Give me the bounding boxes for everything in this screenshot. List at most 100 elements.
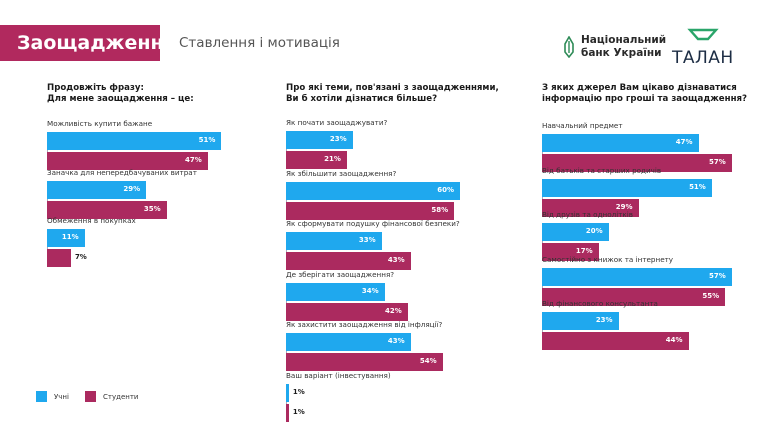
page-title: Заощадження [0, 25, 176, 61]
chart-1-category-label: Обмеження в покупках [47, 216, 136, 225]
chart-2-bar-pupils: 33% [286, 232, 382, 250]
chart-2-bar-students: 58% [286, 201, 455, 220]
chart-2-category-label: Як захистити заощадження від інфляції? [286, 320, 443, 329]
chart-2-axis-line [286, 282, 287, 321]
chart-2-bar-value-label: 43% [387, 256, 405, 264]
chart-1-bar-value-label: 51% [198, 136, 216, 144]
chart-2-bar-value-label: 23% [329, 135, 347, 143]
chart-2-bar-value-label: 54% [419, 357, 437, 365]
chart-2-bar-value-label: 43% [387, 337, 405, 345]
chart-2-bar-pupils: 1% [286, 383, 305, 402]
chart-3-bar-value-label: 44% [665, 336, 683, 344]
chart-3-axis-line [542, 267, 543, 306]
chart-1-bar-value-label: 47% [184, 156, 202, 164]
chart-2-bar-value-label: 42% [385, 306, 402, 315]
chart-3-category-label: Від батьків та старших родичів [542, 165, 662, 175]
chart-2-title: Про які теми, пов'язані з заощадженнями,… [286, 83, 499, 105]
chart-1-category-label: Можливість купити бажане [47, 119, 153, 128]
chart-3-title: З яких джерел Вам цікаво дізнаватися інфо… [542, 83, 747, 105]
chart-3-axis-line [542, 134, 543, 172]
chart-2-bar-value-label: 58% [431, 205, 449, 214]
legend-students-swatch [85, 391, 96, 402]
chart-2-title-line-1: Про які теми, пов'язані з заощадженнями, [286, 83, 499, 93]
chart-3-bar-students: 57% [542, 154, 732, 172]
chart-3-bar-value-label: 23% [595, 316, 613, 324]
chart-2-bar-students: 21% [286, 151, 347, 169]
chart-3-bar-value-label: 17% [575, 247, 593, 255]
chart-2-bar-value-label: 1% [292, 407, 305, 416]
talan-logo-icon [687, 28, 719, 41]
chart-2-bar-pupils: 43% [286, 333, 411, 351]
chart-2-bar-value-label: 1% [292, 387, 305, 396]
legend-students: Студенти [85, 391, 138, 402]
chart-1-bar-value-label: 29% [123, 184, 141, 193]
chart-3-bar-value-label: 57% [709, 271, 726, 280]
chart-3-category-label: Від фінансового консультанта [542, 299, 658, 308]
nbu-name-line2: банк України [581, 47, 662, 59]
chart-1-category-label: Заначка для непередбачуваних витрат [47, 167, 197, 177]
chart-3-bar-students: 55% [542, 287, 726, 306]
chart-1-bar-value-label: 11% [61, 233, 79, 241]
chart-1-bar-pupils: 29% [47, 180, 147, 199]
chart-2-category-label: Як почати заощаджувати? [286, 118, 388, 127]
chart-1-axis-line [47, 180, 48, 219]
chart-3-bar-students: 44% [542, 332, 689, 350]
chart-2-bar-students: 1% [286, 403, 305, 422]
chart-3-bar-students: 17% [542, 243, 599, 261]
nbu-logo: Національний банк України [562, 34, 666, 60]
chart-1-title-line-2: Для мене заощадження – це: [47, 94, 194, 104]
legend-students-label: Студенти [103, 392, 139, 401]
chart-2-axis-line [286, 232, 287, 270]
legend-pupils-label: Учні [54, 392, 69, 401]
chart-3-title-line-2: інформацію про гроші та заощадження? [542, 94, 748, 104]
chart-2-axis-line [286, 383, 287, 422]
chart-1-axis-line [47, 132, 48, 170]
chart-3-axis-line [542, 312, 543, 350]
chart-3-bar-value-label: 29% [615, 202, 633, 211]
chart-3-bar-pupils: 47% [542, 134, 699, 152]
chart-3-bar-value-label: 55% [702, 291, 720, 300]
chart-3-bar-value-label: 47% [675, 138, 693, 146]
chart-2-category-label: Як збільшити заощадження? [286, 168, 397, 178]
chart-2-category-label: Ваш варіант (інвестування) [286, 370, 391, 380]
chart-3-bar-value-label: 57% [709, 158, 726, 166]
chart-1-bar-value-label: 7% [74, 253, 87, 261]
chart-1-axis-line [47, 229, 48, 267]
chart-3-bar-pupils: 20% [542, 223, 609, 241]
chart-2-axis-line [286, 333, 287, 371]
chart-3-axis-line [542, 178, 543, 217]
chart-3-bar-pupils: 51% [542, 178, 712, 197]
nbu-name-line1: Національний [581, 34, 667, 46]
chart-1-bar-students: 47% [47, 152, 208, 170]
chart-2-bar-value-label: 33% [358, 236, 376, 244]
chart-1-bar-value-label: 35% [143, 204, 161, 213]
chart-2-title-line-2: Ви б хотіли дізнатися більше? [286, 94, 438, 104]
chart-2-axis-line [286, 131, 287, 169]
chart-2-category-label: Як сформувати подушку фінансової безпеки… [286, 219, 460, 228]
nbu-emblem-icon [564, 36, 574, 58]
chart-2-bar-value-label: 60% [437, 185, 454, 194]
chart-2-bar-pupils: 34% [286, 282, 385, 301]
chart-3-category-label: Навчальний предмет [542, 121, 623, 130]
chart-1-title: Продовжіть фразу: Для мене заощадження – … [47, 83, 194, 105]
chart-1-bar-students: 7% [47, 249, 87, 267]
chart-3-category-label: Самостійно з книжок та інтернету [542, 254, 674, 264]
chart-2-category-label: Де зберігати заощадження? [286, 269, 395, 279]
chart-1-bar-pupils: 11% [47, 229, 85, 247]
chart-3-category-label: Від друзів та однолітків [542, 210, 633, 219]
chart-1-bar-pupils: 51% [47, 132, 222, 150]
chart-3-bar-value-label: 20% [585, 227, 603, 235]
chart-3-bar-value-label: 51% [689, 182, 706, 191]
legend-pupils: Учні [36, 391, 69, 402]
chart-2-bar-students: 43% [286, 252, 411, 270]
legend-pupils-swatch [36, 391, 47, 402]
chart-1-bar-students: 35% [47, 200, 167, 219]
chart-2-bar-students: 42% [286, 302, 408, 321]
chart-2-bar-pupils: 23% [286, 131, 353, 149]
chart-2-bar-students: 54% [286, 353, 443, 371]
chart-2-bar-value-label: 21% [324, 155, 341, 163]
chart-1-title-line-1: Продовжіть фразу: [47, 83, 144, 93]
chart-3-bar-students: 29% [542, 198, 639, 217]
chart-3-bar-pupils: 57% [542, 267, 732, 286]
chart-2-axis-line [286, 181, 287, 220]
